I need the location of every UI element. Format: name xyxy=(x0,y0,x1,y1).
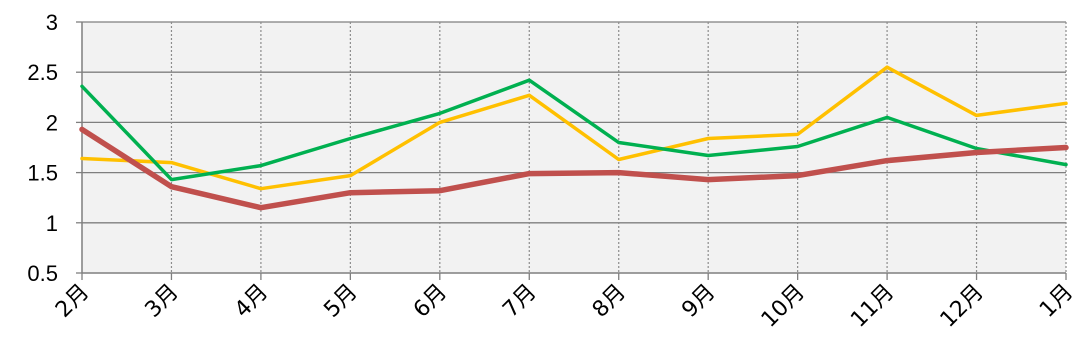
series-lines xyxy=(79,65,1069,211)
horizontal-gridlines xyxy=(82,21,1066,224)
y-tick-label: 1.5 xyxy=(27,161,58,186)
y-tick-label: 2 xyxy=(46,110,58,135)
x-tick-label: 10月 xyxy=(757,280,810,333)
series-line-1 xyxy=(80,65,1068,191)
x-tick-label: 5月 xyxy=(319,280,362,323)
x-tick-label: 8月 xyxy=(588,280,631,323)
x-tick-label: 4月 xyxy=(230,280,273,323)
series-line-2 xyxy=(80,78,1068,182)
series-line-3 xyxy=(79,126,1069,211)
x-tick-label: 1月 xyxy=(1035,280,1074,323)
x-tick-label: 3月 xyxy=(141,280,184,323)
y-tick-labels: 0.5 1 1.5 2 2.5 3 xyxy=(27,10,82,286)
x-tick-label: 9月 xyxy=(677,280,720,323)
x-tick-label: 6月 xyxy=(409,280,452,323)
y-tick-label: 2.5 xyxy=(27,60,58,85)
x-tick-label: 7月 xyxy=(498,280,541,323)
x-tick-label: 12月 xyxy=(936,280,989,333)
y-tick-label: 1 xyxy=(46,211,58,236)
plot-area xyxy=(82,22,1066,273)
x-tick-label: 11月 xyxy=(846,280,899,333)
x-tick-labels: 2月 3月 4月 5月 6月 7月 8月 9月 10月 11月 12月 1月 xyxy=(51,273,1074,333)
x-tick-label: 2月 xyxy=(51,280,94,323)
y-tick-label: 0.5 xyxy=(27,261,58,286)
y-tick-label: 3 xyxy=(46,10,58,35)
